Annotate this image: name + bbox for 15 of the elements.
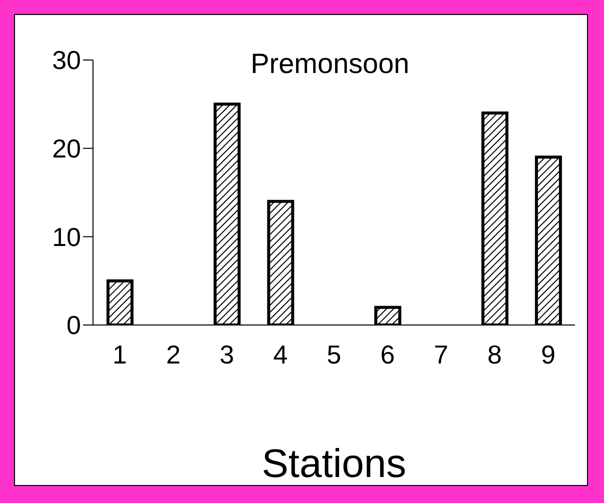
y-tick-label: 10 — [52, 222, 81, 252]
x-tick-label: 9 — [540, 339, 556, 370]
x-tick-label: 8 — [487, 339, 502, 370]
x-axis-title: Stations — [262, 442, 406, 486]
y-tick-label: 0 — [66, 310, 81, 340]
chart-title: Premonsoon — [250, 48, 410, 79]
x-tick-label: 5 — [326, 339, 342, 370]
x-tick-label: 1 — [112, 339, 128, 370]
y-tick-label: 30 — [52, 45, 81, 76]
x-tick-label: 2 — [166, 339, 181, 370]
x-tick-label: 6 — [380, 339, 395, 370]
y-tick-label: 20 — [52, 134, 81, 164]
x-tick-label: 4 — [273, 339, 288, 370]
x-tick-label: 7 — [434, 339, 448, 370]
x-tick-label: 3 — [220, 339, 234, 370]
